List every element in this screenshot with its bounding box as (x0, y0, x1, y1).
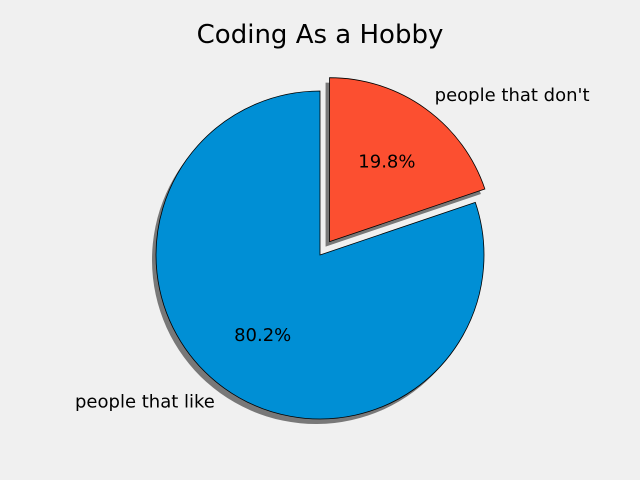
pie-slice-people-that-don-t (329, 77, 486, 243)
slice-label-people-that-don-t: people that don't (435, 85, 590, 106)
slice-percent-people-that-don-t: 19.8% (358, 152, 415, 173)
chart-title: Coding As a Hobby (197, 20, 444, 50)
pie-labels: people that like 80.2% people that don't 19… (75, 85, 590, 413)
slice-label-people-that-like: people that like (75, 392, 215, 413)
pie-slice-people-that-like (155, 90, 485, 420)
slice-percent-people-that-like: 80.2% (234, 325, 291, 346)
pie-slices (155, 77, 486, 420)
